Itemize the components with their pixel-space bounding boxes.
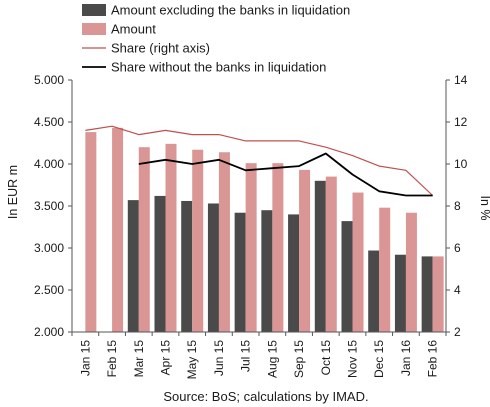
bar-amount-13 [432, 256, 444, 332]
y-tick-label: 4.500 [34, 115, 64, 129]
legend: Amount excluding the banks in liquidatio… [82, 3, 350, 75]
bar-amount-4 [192, 149, 204, 332]
x-tick-label: Feb 15 [105, 340, 119, 378]
bar-amount-3 [165, 143, 177, 332]
y2-tick-label: 12 [454, 115, 468, 129]
bar-amount-6 [245, 163, 257, 332]
bar-excl-8 [288, 214, 300, 332]
y2-tick-label: 2 [454, 325, 461, 339]
axes: 2.000 2.500 3.000 3.500 4.000 4.500 5.000 2 4 6 8 1… [34, 73, 468, 379]
x-tick-label: May 15 [185, 340, 199, 380]
x-tick-label: Mar 15 [132, 340, 146, 378]
x-tick-label: Feb 16 [426, 340, 440, 378]
y2-tick-label: 8 [454, 199, 461, 213]
legend-label: Share without the banks in liquidation [111, 60, 326, 75]
y2-tick-label: 10 [454, 157, 468, 171]
bar-amount-1 [112, 127, 124, 332]
bar-excl-7 [261, 210, 273, 332]
y-axis-title: In EUR m [6, 165, 20, 219]
y-tick-label: 5.000 [34, 73, 64, 87]
x-tick-label: Oct 15 [319, 340, 333, 376]
y-tick-label: 4.000 [34, 157, 64, 171]
bar-amount-8 [299, 169, 311, 332]
bar-excl-11 [368, 250, 380, 332]
lines [85, 125, 434, 197]
x-tick-label: Aug 15 [265, 340, 279, 378]
source-note: Source: BoS; calculations by IMAD. [163, 389, 368, 404]
x-tick-label: Jun 15 [212, 340, 226, 376]
bar-excl-5 [207, 203, 219, 332]
x-tick-label: Apr 15 [159, 340, 173, 376]
bar-excl-3 [154, 195, 166, 332]
x-tick-label: Jul 15 [239, 340, 253, 372]
legend-label: Amount [111, 22, 156, 37]
bar-excl-2 [127, 200, 139, 332]
x-tick-label: Sep 15 [292, 340, 306, 378]
x-tick-label: Jan 16 [399, 340, 413, 376]
y-tick-label: 3.500 [34, 199, 64, 213]
x-tick-label: Nov 15 [346, 340, 360, 378]
bar-excl-13 [421, 256, 433, 332]
share-line [85, 125, 434, 196]
y2-tick-label: 4 [454, 283, 461, 297]
bar-amount-7 [272, 163, 284, 332]
bar-amount-12 [405, 212, 417, 332]
bar-excl-12 [394, 254, 406, 332]
x-tick-label: Jan 15 [78, 340, 92, 376]
bar-amount-11 [379, 207, 391, 332]
bar-amount-5 [218, 152, 230, 332]
bar-amount-9 [325, 176, 337, 332]
share-without-line [138, 152, 433, 197]
bar-excl-10 [341, 221, 353, 332]
y2-axis-title: In % [478, 195, 490, 220]
bars [85, 127, 444, 332]
y2-tick-label: 6 [454, 241, 461, 255]
bar-amount-2 [138, 147, 150, 332]
legend-swatch-1 [82, 23, 106, 35]
bar-excl-9 [314, 180, 326, 332]
y2-tick-label: 14 [454, 73, 468, 87]
y-tick-label: 3.000 [34, 241, 64, 255]
x-tick-label: Dec 15 [372, 340, 386, 378]
bar-amount-0 [85, 132, 97, 332]
legend-label: Amount excluding the banks in liquidatio… [111, 3, 350, 18]
y-tick-label: 2.500 [34, 283, 64, 297]
legend-label: Share (right axis) [111, 41, 210, 56]
y-tick-label: 2.000 [34, 325, 64, 339]
bar-amount-10 [352, 192, 364, 332]
bar-excl-6 [234, 212, 246, 332]
legend-swatch-0 [82, 4, 106, 16]
bar-excl-4 [181, 200, 193, 332]
